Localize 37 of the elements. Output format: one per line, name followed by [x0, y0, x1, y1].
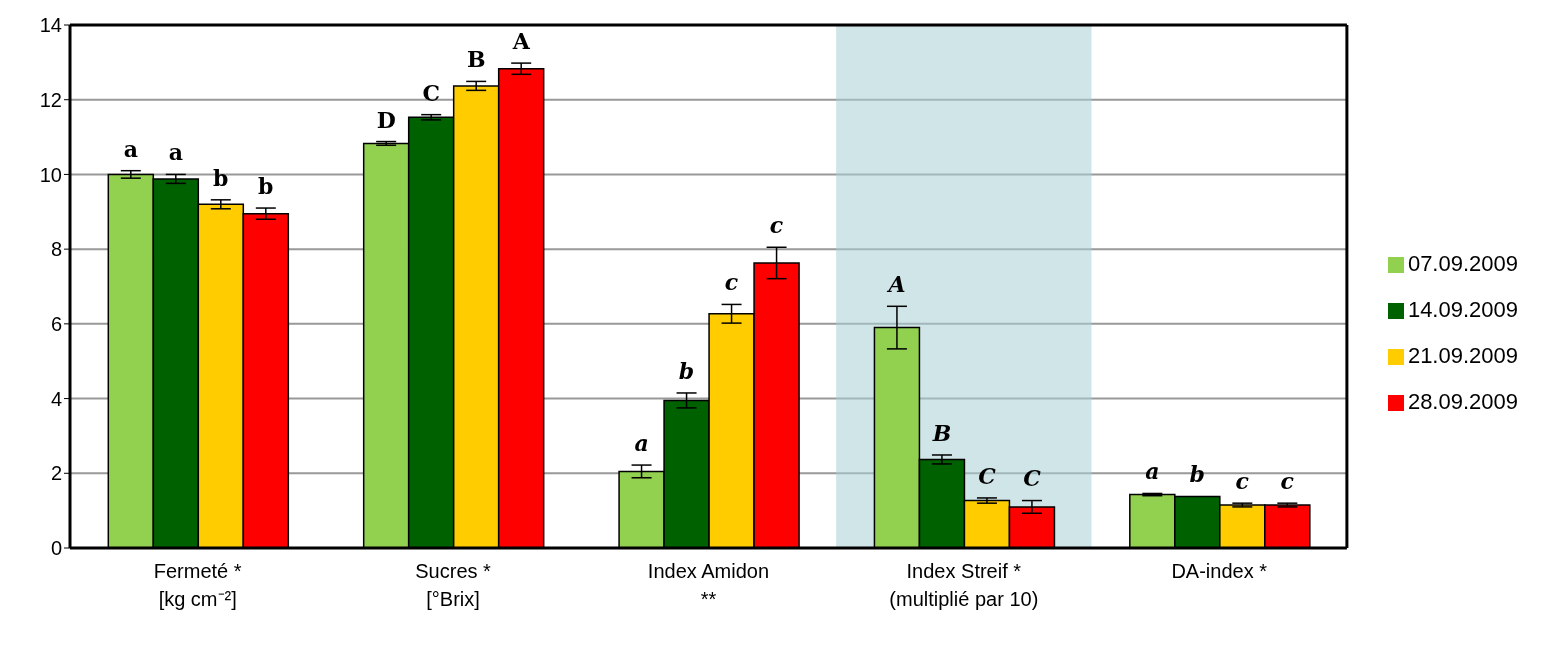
legend-label: 28.09.2009 — [1407, 389, 1518, 414]
data-label: A — [511, 28, 531, 55]
legend-label: 21.09.2009 — [1407, 343, 1518, 368]
data-label: C — [422, 79, 440, 106]
legend-label: 14.09.2009 — [1407, 297, 1518, 322]
data-label: a — [1145, 458, 1160, 485]
data-label: A — [886, 270, 906, 297]
x-tick-label: Sucres * [°Brix] — [415, 560, 492, 610]
y-tick-label: 4 — [50, 387, 62, 410]
y-tick-label: 6 — [50, 312, 62, 335]
data-label: b — [258, 172, 274, 199]
y-tick-label: 14 — [39, 14, 62, 37]
data-label: c — [769, 212, 784, 239]
data-label: B — [466, 46, 486, 73]
x-tick-label: Index Amidon ** — [647, 560, 770, 610]
data-label: b — [678, 357, 695, 384]
x-tick-label: Fermeté * [kg cm⁻²] — [153, 560, 242, 610]
legend-label: 07.09.2009 — [1407, 251, 1518, 276]
y-tick-label: 10 — [39, 163, 62, 186]
x-tick-label: Index Streif * (multiplié par 10) — [889, 560, 1039, 610]
data-label: B — [931, 419, 952, 446]
data-label: a — [123, 135, 138, 162]
data-label: a — [168, 139, 183, 166]
data-label: C — [1023, 465, 1042, 492]
data-label: C — [978, 462, 997, 489]
data-label: c — [724, 269, 739, 296]
data-label: b — [1189, 461, 1206, 488]
y-tick-label: 0 — [50, 537, 62, 560]
data-label: a — [634, 429, 649, 456]
data-label: c — [1235, 468, 1250, 495]
x-tick-label: DA-index * — [1171, 560, 1268, 582]
y-tick-label: 2 — [50, 462, 62, 485]
data-label: b — [213, 164, 229, 191]
data-label: c — [1280, 468, 1295, 495]
data-label: D — [376, 106, 396, 133]
y-tick-label: 12 — [39, 88, 62, 111]
y-tick-label: 8 — [50, 238, 62, 261]
